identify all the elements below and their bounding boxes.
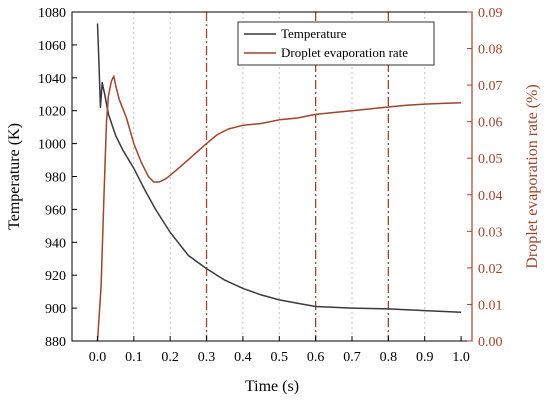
evaporation-rate-line <box>96 75 462 342</box>
y-tick-label: 1060 <box>38 39 66 54</box>
marker-layer <box>205 12 390 341</box>
y-tick-label: 880 <box>45 335 66 350</box>
y2-tick-label: 0.04 <box>478 189 503 204</box>
x-tick-label: 0.7 <box>343 350 361 365</box>
x-tick-label: 0.0 <box>89 350 107 365</box>
y2-tick-label: 0.02 <box>478 262 503 277</box>
y2-tick-label: 0.03 <box>478 225 503 240</box>
y-tick-label: 1080 <box>38 6 66 21</box>
y2-tick-label: 0.05 <box>478 152 503 167</box>
legend-label-evaporation-rate: Droplet evaporation rate <box>281 45 408 60</box>
x-tick-label: 0.4 <box>234 350 252 365</box>
y-tick-label: 900 <box>45 302 66 317</box>
y2-tick-label: 0.09 <box>478 6 503 21</box>
x-tick-label: 1.0 <box>452 350 470 365</box>
temperature-line <box>96 23 462 313</box>
y-tick-label: 1040 <box>38 72 66 87</box>
x-axis-title: Time (s) <box>245 378 299 395</box>
y-tick-label: 940 <box>45 236 66 251</box>
x-tick-label: 0.3 <box>198 350 216 365</box>
legend-label-temperature: Temperature <box>281 26 347 41</box>
x-tick-label: 0.5 <box>271 350 289 365</box>
x-tick-label: 0.2 <box>161 350 179 365</box>
y2-tick-label: 0.00 <box>478 335 503 350</box>
y2-tick-label: 0.08 <box>478 43 503 58</box>
y2-tick-label: 0.07 <box>478 79 503 94</box>
y2-axis-title: Droplet evaporation rate (%) <box>524 84 541 268</box>
series-layer <box>96 23 462 342</box>
y-tick-label: 1000 <box>38 138 66 153</box>
y2-tick-label: 0.01 <box>478 298 503 313</box>
y-tick-label: 960 <box>45 203 66 218</box>
y2-tick-label: 0.06 <box>478 116 503 131</box>
x-tick-label: 0.8 <box>380 350 398 365</box>
x-tick-label: 0.6 <box>307 350 325 365</box>
y-axis-title: Temperature (K) <box>6 123 23 230</box>
tick-layer: 0.0 0.1 0.2 0.3 0.4 0.5 0.6 0.7 0.8 0.9 1.0 880 900 9… <box>38 6 503 365</box>
y-tick-label: 920 <box>45 269 66 284</box>
x-tick-label: 0.9 <box>416 350 434 365</box>
x-tick-label: 0.1 <box>125 350 143 365</box>
y-tick-label: 1020 <box>38 105 66 120</box>
legend-box <box>237 21 435 66</box>
y-tick-label: 980 <box>45 171 66 186</box>
legend: Temperature Droplet evaporation rate <box>237 21 435 66</box>
